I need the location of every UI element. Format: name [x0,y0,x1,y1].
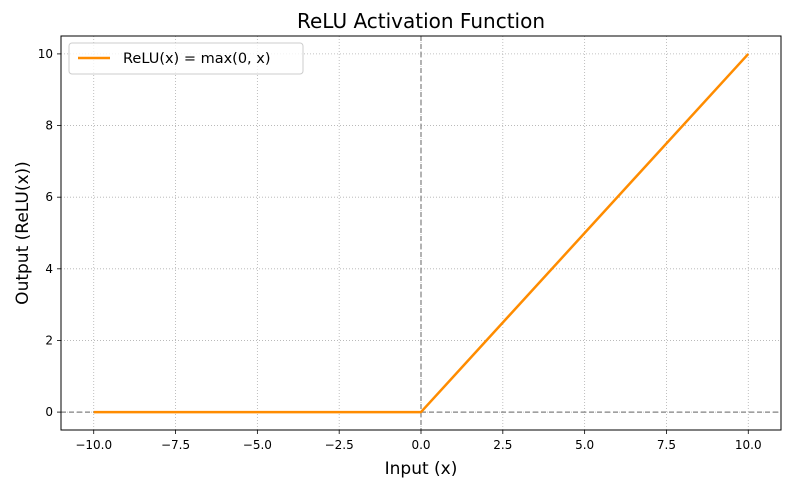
x-tick-label: 7.5 [657,438,676,452]
x-tick-label: −7.5 [161,438,190,452]
x-tick-label: 10.0 [735,438,762,452]
y-tick-label: 4 [45,262,53,276]
chart-title: ReLU Activation Function [297,9,545,33]
x-tick-label: −2.5 [325,438,354,452]
x-axis-label: Input (x) [385,459,458,479]
x-tick-label: 0.0 [411,438,430,452]
y-tick-label: 0 [45,405,53,419]
y-tick-label: 6 [45,190,53,204]
y-tick-label: 10 [38,47,53,61]
x-tick-label: 5.0 [575,438,594,452]
y-ticks: 0 2 4 6 8 10 [38,47,61,419]
series-layer [93,53,750,414]
x-tick-label: 2.5 [493,438,512,452]
legend-box [68,42,304,75]
y-tick-label: 2 [45,333,53,347]
relu-series-line [93,53,750,414]
y-axis-label: Output (ReLU(x)) [13,161,33,305]
y-tick-label: 8 [45,119,53,133]
legend-label: ReLU(x) = max(0, x) [123,51,271,67]
x-tick-label: −10.0 [75,438,112,452]
legend: ReLU(x) = max(0, x) [68,42,304,75]
x-tick-label: −5.0 [243,438,272,452]
x-ticks: −10.0 −7.5 −5.0 −2.5 0.0 2.5 5.0 7.5 10.0 [75,430,762,452]
